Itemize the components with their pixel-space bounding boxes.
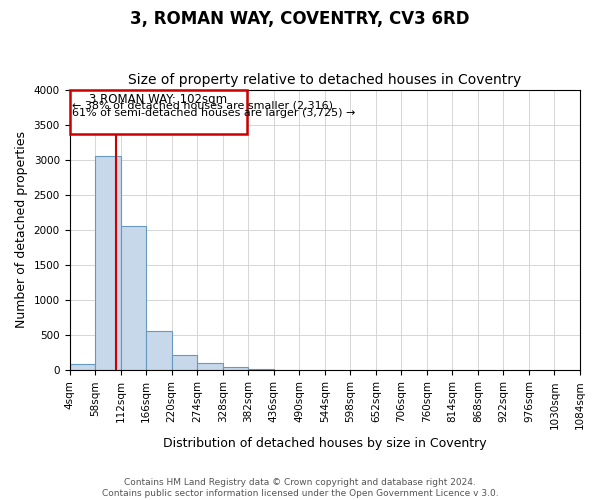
Text: 61% of semi-detached houses are larger (3,725) →: 61% of semi-detached houses are larger (… (72, 108, 355, 118)
Bar (121, 226, 146, 370)
Y-axis label: Number of detached properties: Number of detached properties (15, 132, 28, 328)
Text: ← 38% of detached houses are smaller (2,316): ← 38% of detached houses are smaller (2,… (72, 101, 333, 111)
X-axis label: Distribution of detached houses by size in Coventry: Distribution of detached houses by size … (163, 437, 487, 450)
Bar (197, 363, 223, 370)
FancyBboxPatch shape (70, 90, 247, 134)
Bar (172, 355, 197, 370)
Bar (95, 156, 121, 370)
Title: Size of property relative to detached houses in Coventry: Size of property relative to detached ho… (128, 73, 521, 87)
Bar (248, 369, 274, 370)
Bar (70, 364, 95, 370)
Bar (146, 331, 172, 370)
Text: Contains HM Land Registry data © Crown copyright and database right 2024.
Contai: Contains HM Land Registry data © Crown c… (101, 478, 499, 498)
Text: 3 ROMAN WAY: 102sqm: 3 ROMAN WAY: 102sqm (89, 94, 227, 106)
Bar (223, 367, 248, 370)
Text: 3, ROMAN WAY, COVENTRY, CV3 6RD: 3, ROMAN WAY, COVENTRY, CV3 6RD (130, 10, 470, 28)
